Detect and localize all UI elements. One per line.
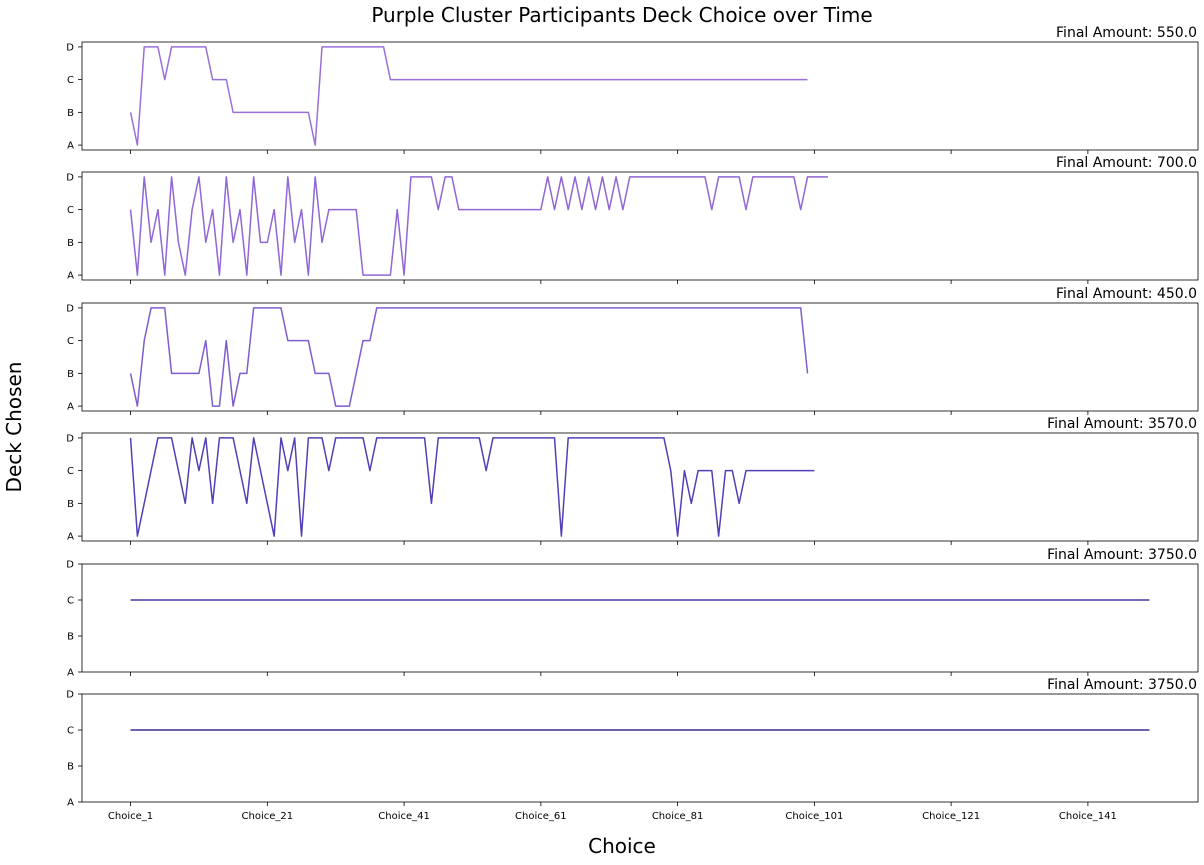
y-tick-label: D [66, 690, 74, 701]
x-tick-label: Choice_21 [242, 811, 294, 822]
panel-title: Final Amount: 3750.0 [1047, 547, 1197, 563]
x-tick-label: Choice_141 [1059, 811, 1117, 822]
y-tick-label: C [67, 205, 74, 216]
panels-group: A B C D Final Amount: 550.0 A B C D Final Amount:… [66, 25, 1199, 822]
y-tick-label: A [67, 271, 74, 282]
panel-6: A B C D Choice_1 Choice_21 Choice_41 Choice_61 C… [66, 677, 1199, 822]
panel-title: Final Amount: 3570.0 [1047, 416, 1197, 432]
panel-frame [81, 432, 1199, 542]
panel-1: A B C D Final Amount: 550.0 [66, 25, 1199, 154]
panel-frame [81, 302, 1199, 412]
y-tick-label: C [67, 726, 74, 737]
panel-frame [81, 563, 1199, 673]
panel-title: Final Amount: 450.0 [1056, 286, 1197, 302]
y-tick-label: C [67, 75, 74, 86]
x-tick-label: Choice_41 [378, 811, 430, 822]
panel-5: A B C D Final Amount: 3750.0 [66, 547, 1199, 679]
series-line [129, 437, 815, 537]
y-tick-label: C [67, 466, 74, 477]
panel-title: Final Amount: 3750.0 [1047, 677, 1197, 693]
panel-frame [81, 41, 1199, 151]
x-tick-label: Choice_101 [785, 811, 843, 822]
y-tick-label: A [67, 532, 74, 543]
y-tick-label: D [66, 560, 74, 571]
y-tick-label: A [67, 798, 74, 809]
panel-3: A B C D Final Amount: 450.0 [66, 286, 1199, 415]
panel-2: A B C D Final Amount: 700.0 [66, 155, 1199, 284]
y-tick-label: D [66, 172, 74, 183]
y-tick-label: C [67, 596, 74, 607]
y-tick-label: B [67, 632, 74, 643]
series-line [129, 176, 829, 276]
panel-4: A B C D Final Amount: 3570.0 [66, 416, 1199, 545]
y-tick-label: D [66, 303, 74, 314]
y-tick-label: C [67, 336, 74, 347]
x-tick-label: Choice_61 [515, 811, 567, 822]
y-tick-label: D [66, 433, 74, 444]
x-tick-label: Choice_1 [108, 811, 153, 822]
panel-title: Final Amount: 700.0 [1056, 155, 1197, 171]
x-axis-label: Choice [588, 834, 656, 858]
series-line [129, 46, 808, 146]
y-tick-label: B [67, 499, 74, 510]
y-tick-label: B [67, 369, 74, 380]
y-tick-label: B [67, 762, 74, 773]
y-tick-label: A [67, 141, 74, 152]
panel-frame [81, 693, 1199, 803]
y-tick-label: A [67, 402, 74, 413]
panel-title: Final Amount: 550.0 [1056, 25, 1197, 41]
y-axis-label: Deck Chosen [2, 362, 26, 493]
y-tick-label: B [67, 108, 74, 119]
series-line [129, 307, 809, 407]
x-tick-label: Choice_81 [652, 811, 704, 822]
y-tick-label: B [67, 238, 74, 249]
x-tick-label: Choice_121 [922, 811, 980, 822]
chart-title: Purple Cluster Participants Deck Choice … [371, 3, 872, 27]
panel-frame [81, 171, 1199, 281]
y-tick-label: A [67, 668, 74, 679]
y-tick-label: D [66, 42, 74, 53]
